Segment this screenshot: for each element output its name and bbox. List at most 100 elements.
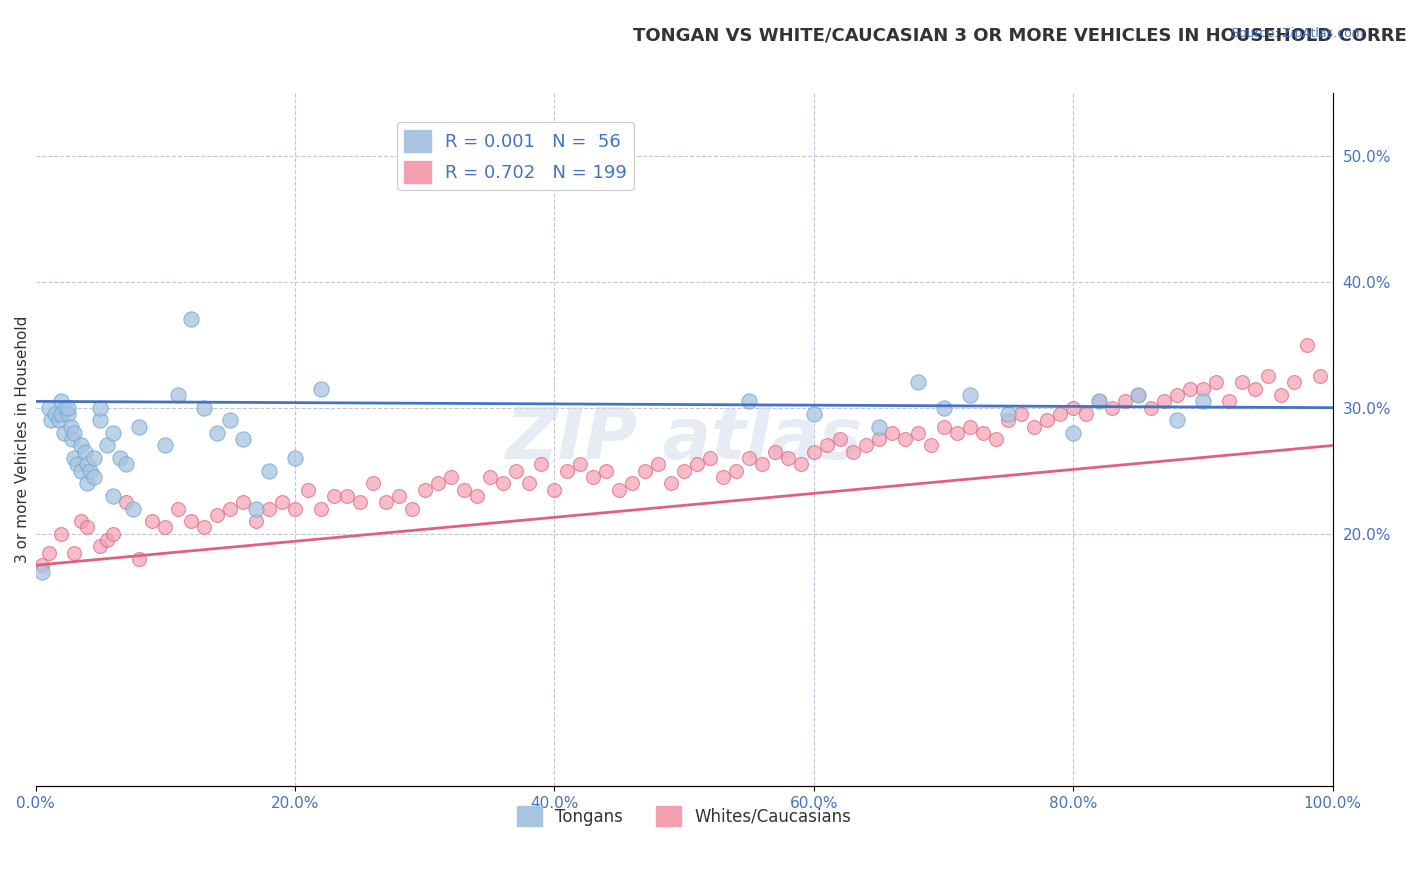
Point xyxy=(55,401,77,415)
Point xyxy=(1309,369,1331,384)
Point xyxy=(790,458,813,472)
Point xyxy=(1128,388,1150,402)
Point xyxy=(115,458,138,472)
Point xyxy=(56,401,79,415)
Point xyxy=(1230,376,1253,390)
Point xyxy=(51,407,73,421)
Point xyxy=(1101,401,1123,415)
Point xyxy=(31,558,53,573)
Point xyxy=(401,501,423,516)
Point xyxy=(309,382,332,396)
Point xyxy=(232,495,254,509)
Point xyxy=(115,495,138,509)
Point xyxy=(59,419,82,434)
Point xyxy=(48,413,70,427)
Point xyxy=(155,438,177,452)
Point xyxy=(257,501,280,516)
Point xyxy=(621,476,644,491)
Point xyxy=(1088,394,1111,409)
Point xyxy=(711,470,734,484)
Point xyxy=(103,489,125,503)
Point xyxy=(44,407,66,421)
Point xyxy=(70,464,93,478)
Point xyxy=(893,432,915,446)
Point xyxy=(1192,394,1215,409)
Point xyxy=(374,495,396,509)
Point xyxy=(634,464,657,478)
Point xyxy=(920,438,942,452)
Point xyxy=(89,401,111,415)
Point xyxy=(232,432,254,446)
Point xyxy=(1192,382,1215,396)
Point xyxy=(1257,369,1279,384)
Point xyxy=(803,407,825,421)
Point xyxy=(89,539,111,553)
Point xyxy=(1282,376,1305,390)
Point xyxy=(103,526,125,541)
Point xyxy=(388,489,411,503)
Point xyxy=(38,401,60,415)
Point xyxy=(868,419,890,434)
Point xyxy=(880,425,903,440)
Point xyxy=(1178,382,1201,396)
Point xyxy=(803,444,825,458)
Point xyxy=(63,451,86,466)
Point xyxy=(322,489,344,503)
Point xyxy=(83,451,105,466)
Point xyxy=(932,401,955,415)
Point xyxy=(1166,413,1188,427)
Point xyxy=(63,425,86,440)
Point xyxy=(66,458,89,472)
Point xyxy=(155,520,177,534)
Point xyxy=(932,419,955,434)
Point xyxy=(673,464,696,478)
Text: Source: ZipAtlas.com: Source: ZipAtlas.com xyxy=(1230,27,1364,40)
Point xyxy=(245,514,267,528)
Point xyxy=(167,388,190,402)
Point xyxy=(108,451,131,466)
Point xyxy=(491,476,513,491)
Point xyxy=(659,476,682,491)
Point xyxy=(868,432,890,446)
Text: ZIP atlas: ZIP atlas xyxy=(506,405,863,474)
Point xyxy=(128,419,150,434)
Point xyxy=(89,413,111,427)
Point xyxy=(959,419,981,434)
Point xyxy=(39,413,62,427)
Text: TONGAN VS WHITE/CAUCASIAN 3 OR MORE VEHICLES IN HOUSEHOLD CORRELATION CHART: TONGAN VS WHITE/CAUCASIAN 3 OR MORE VEHI… xyxy=(633,27,1406,45)
Point xyxy=(1049,407,1071,421)
Point xyxy=(284,501,307,516)
Point xyxy=(245,501,267,516)
Point xyxy=(1166,388,1188,402)
Point xyxy=(972,425,994,440)
Point xyxy=(1036,413,1059,427)
Point xyxy=(505,464,527,478)
Point xyxy=(76,458,98,472)
Point xyxy=(984,432,1007,446)
Point xyxy=(297,483,319,497)
Point xyxy=(257,464,280,478)
Point xyxy=(815,438,838,452)
Point xyxy=(1295,337,1317,351)
Point xyxy=(361,476,384,491)
Point xyxy=(180,514,202,528)
Point xyxy=(517,476,540,491)
Point xyxy=(1062,401,1084,415)
Point xyxy=(309,501,332,516)
Point xyxy=(855,438,877,452)
Point xyxy=(79,464,101,478)
Point xyxy=(141,514,163,528)
Point xyxy=(725,464,748,478)
Point xyxy=(96,438,118,452)
Point xyxy=(945,425,967,440)
Point xyxy=(128,552,150,566)
Point xyxy=(776,451,799,466)
Point xyxy=(83,470,105,484)
Point xyxy=(763,444,786,458)
Point xyxy=(63,546,86,560)
Point xyxy=(1270,388,1292,402)
Point xyxy=(1114,394,1136,409)
Point xyxy=(70,514,93,528)
Point xyxy=(959,388,981,402)
Point xyxy=(828,432,851,446)
